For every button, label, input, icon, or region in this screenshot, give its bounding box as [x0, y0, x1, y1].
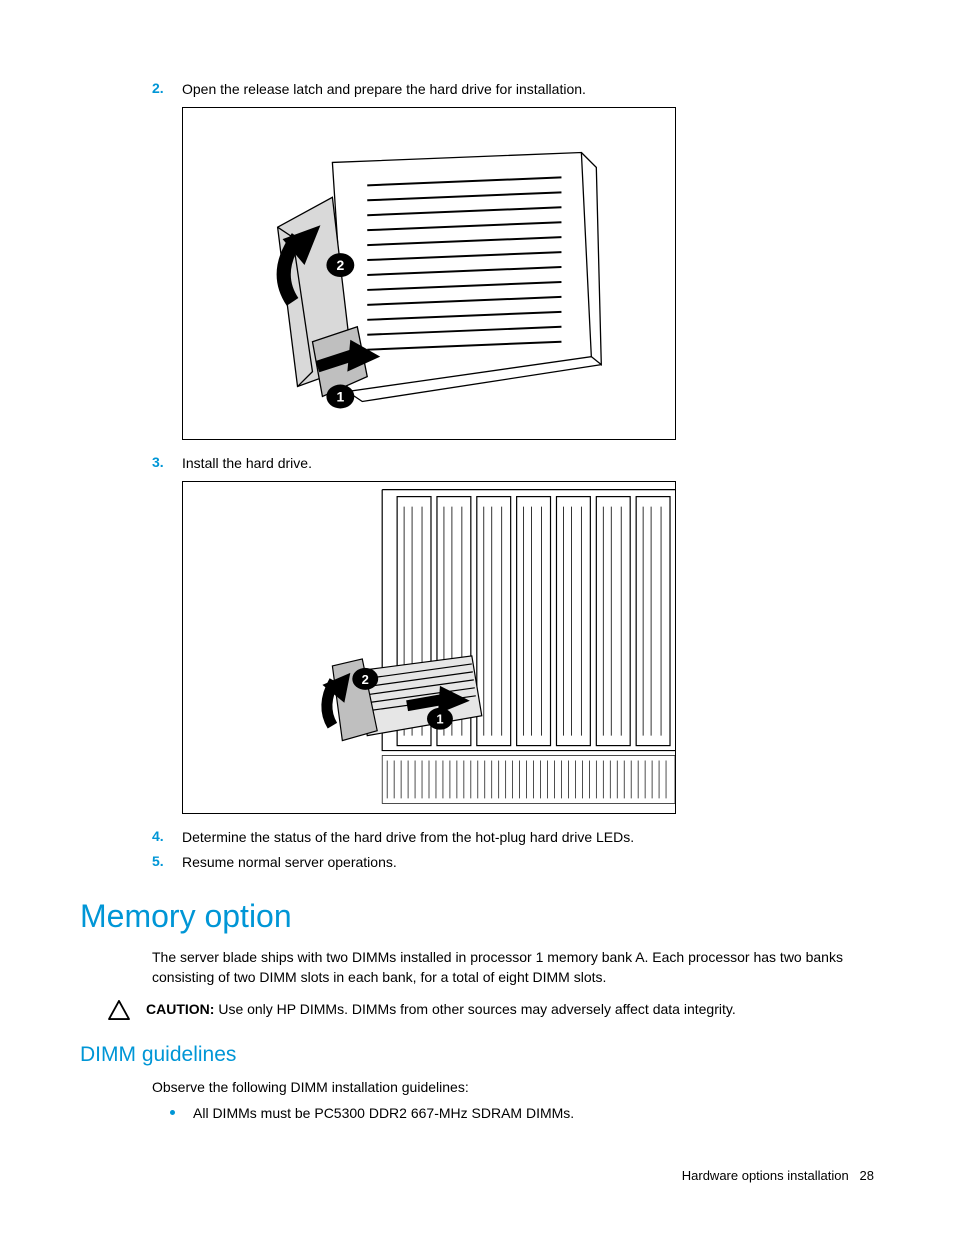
- step-number: 2.: [152, 80, 182, 96]
- caution-label: CAUTION:: [146, 1001, 214, 1017]
- step-text: Install the hard drive.: [182, 454, 874, 473]
- figure-install-drive: 1 2: [182, 481, 676, 814]
- memory-intro: The server blade ships with two DIMMs in…: [152, 947, 874, 988]
- content-block: 2. Open the release latch and prepare th…: [152, 80, 874, 1124]
- dimm-intro: Observe the following DIMM installation …: [152, 1077, 874, 1097]
- step-number: 5.: [152, 853, 182, 869]
- bullet-text: All DIMMs must be PC5300 DDR2 667-MHz SD…: [193, 1103, 574, 1123]
- svg-text:2: 2: [362, 672, 369, 687]
- svg-text:2: 2: [336, 257, 344, 273]
- step-2: 2. Open the release latch and prepare th…: [152, 80, 874, 99]
- caution-icon: [108, 1000, 130, 1025]
- step-text: Determine the status of the hard drive f…: [182, 828, 874, 847]
- document-page: 2. Open the release latch and prepare th…: [0, 0, 954, 1235]
- footer-page-number: 28: [860, 1168, 874, 1183]
- step-number: 4.: [152, 828, 182, 844]
- step-5: 5. Resume normal server operations.: [152, 853, 874, 872]
- bullet-item: All DIMMs must be PC5300 DDR2 667-MHz SD…: [170, 1103, 874, 1123]
- bullet-dot-icon: [170, 1110, 175, 1115]
- caution-block: CAUTION: Use only HP DIMMs. DIMMs from o…: [108, 999, 874, 1025]
- caution-text: CAUTION: Use only HP DIMMs. DIMMs from o…: [146, 999, 736, 1019]
- step-3: 3. Install the hard drive.: [152, 454, 874, 473]
- svg-text:1: 1: [436, 711, 443, 726]
- svg-text:1: 1: [336, 388, 344, 404]
- step-number: 3.: [152, 454, 182, 470]
- heading-dimm-guidelines: DIMM guidelines: [80, 1043, 874, 1067]
- caution-body: Use only HP DIMMs. DIMMs from other sour…: [214, 1001, 735, 1017]
- step-text: Resume normal server operations.: [182, 853, 874, 872]
- figure-release-latch: 2 1: [182, 107, 676, 440]
- footer-section: Hardware options installation: [682, 1168, 849, 1183]
- heading-memory-option: Memory option: [80, 898, 874, 935]
- page-footer: Hardware options installation 28: [682, 1168, 874, 1183]
- step-text: Open the release latch and prepare the h…: [182, 80, 874, 99]
- step-4: 4. Determine the status of the hard driv…: [152, 828, 874, 847]
